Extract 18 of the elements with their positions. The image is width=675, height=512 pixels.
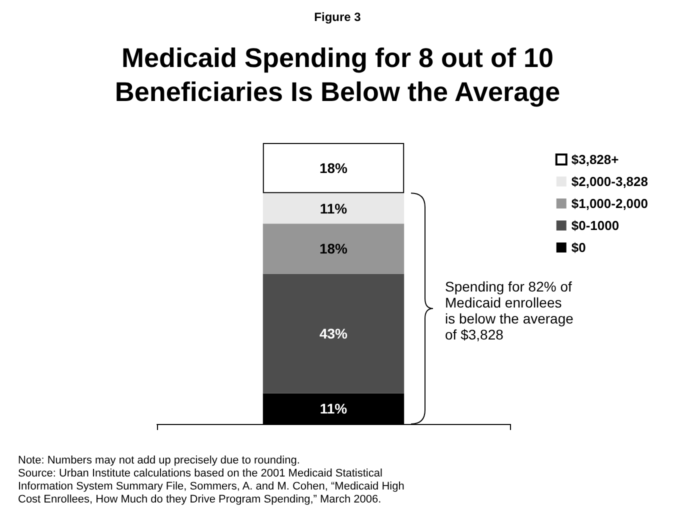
legend-label: $1,000-2,000 [571, 196, 648, 211]
data-label: 18% [319, 160, 348, 176]
bar [262, 193, 404, 224]
legend-label: $0 [571, 240, 586, 255]
chart-subtitle: Medicaid Spending for 8 out of 10 Beneficiaries Is Below the Average [114, 43, 560, 107]
text: Note: Numbers may not add up precisely due to rounding. Source: Urban Institute calculations based on the 2001 Medicaid Statistical Information System Summary File, Sommers, A. and M. Cohen, “Medicaid High Cost Enrollees, How Much do they Drive Program Spending,” March 2006. [18, 454, 404, 506]
bar [262, 274, 404, 394]
legend-label: $3,828+ [571, 152, 620, 167]
bar [262, 224, 404, 274]
text: Spending for 82% of Medicaid enrollees is below the average of $3,828 [445, 278, 574, 343]
bar [262, 143, 404, 194]
legend-label: $0-1000 [571, 218, 620, 233]
data-label: 43% [319, 326, 348, 342]
data-label: 11% [320, 400, 348, 417]
data-label: 11% [320, 200, 348, 216]
chart-title: Figure 3 [314, 10, 362, 24]
legend-label: $2,000-3,828 [571, 174, 648, 189]
data-label: 18% [319, 240, 348, 257]
